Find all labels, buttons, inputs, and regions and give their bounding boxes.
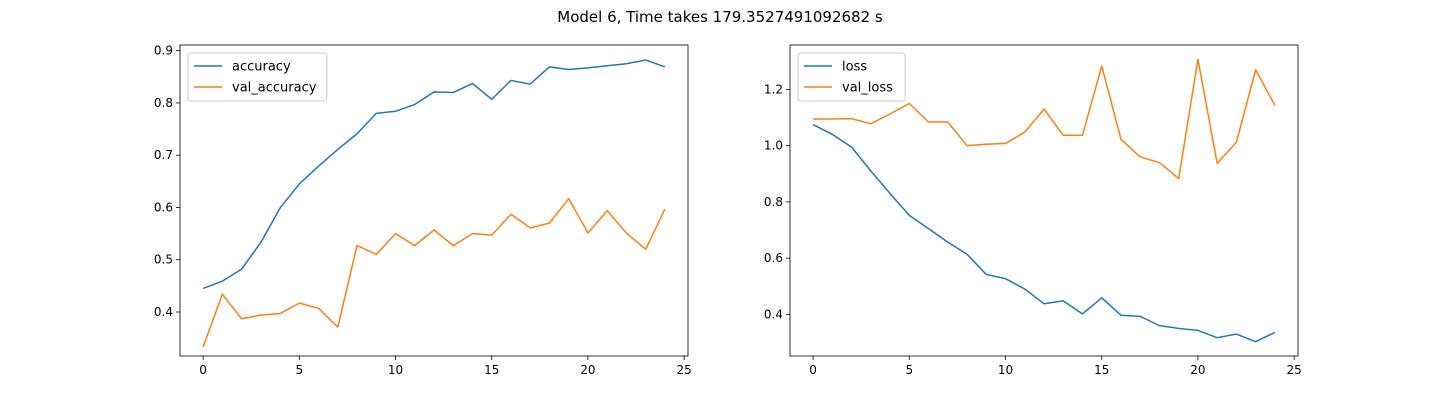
x-tick-label: 5 bbox=[905, 363, 913, 377]
x-tick-label: 15 bbox=[1094, 363, 1109, 377]
x-tick-label: 0 bbox=[199, 363, 207, 377]
legend-label-val_accuracy: val_accuracy bbox=[232, 81, 317, 96]
figure-title: Model 6, Time takes 179.3527491092682 s bbox=[557, 8, 883, 26]
x-tick-label: 20 bbox=[1190, 363, 1205, 377]
x-tick-label: 15 bbox=[484, 363, 499, 377]
legend-label-accuracy: accuracy bbox=[232, 60, 291, 75]
x-tick-label: 20 bbox=[580, 363, 595, 377]
x-tick-label: 0 bbox=[809, 363, 817, 377]
plot-frame bbox=[179, 44, 689, 357]
loss-chart: 0 5 10 15 20 25 0.4 0.6 0.8 1.0 1.2 loss val_loss bbox=[764, 44, 1302, 377]
y-tick-label: 0.7 bbox=[154, 148, 173, 162]
legend-label-loss: loss bbox=[842, 60, 867, 75]
y-tick-label: 0.4 bbox=[764, 307, 783, 321]
legend-box bbox=[797, 52, 906, 102]
y-tick-label: 0.5 bbox=[154, 253, 173, 267]
series-line-loss bbox=[812, 123, 1276, 343]
x-tick-label: 10 bbox=[998, 363, 1013, 377]
series-line-val_accuracy bbox=[202, 197, 666, 348]
legend-box bbox=[187, 52, 328, 102]
y-tick-label: 1.0 bbox=[764, 139, 783, 153]
series-line-val_loss bbox=[813, 58, 1276, 180]
y-tick-label: 0.9 bbox=[154, 44, 173, 58]
x-tick-label: 10 bbox=[388, 363, 403, 377]
legend-label-val_loss: val_loss bbox=[842, 81, 893, 96]
legend: loss val_loss bbox=[797, 52, 906, 102]
x-tick-label: 5 bbox=[295, 363, 303, 377]
legend: accuracy val_accuracy bbox=[187, 52, 328, 102]
y-tick-label: 0.6 bbox=[154, 200, 173, 214]
series-line-accuracy bbox=[202, 59, 666, 290]
y-tick-label: 0.4 bbox=[154, 305, 173, 319]
plot-frame bbox=[789, 44, 1299, 357]
y-tick-label: 0.6 bbox=[764, 251, 783, 265]
x-tick-label: 25 bbox=[677, 363, 692, 377]
y-tick-label: 0.8 bbox=[154, 96, 173, 110]
accuracy-chart: 0 5 10 15 20 25 0.4 0.5 0.6 0.7 0.8 0.9 accuracy val_… bbox=[154, 44, 692, 377]
y-tick-label: 1.2 bbox=[764, 82, 783, 96]
y-tick-label: 0.8 bbox=[764, 195, 783, 209]
x-tick-label: 25 bbox=[1287, 363, 1302, 377]
